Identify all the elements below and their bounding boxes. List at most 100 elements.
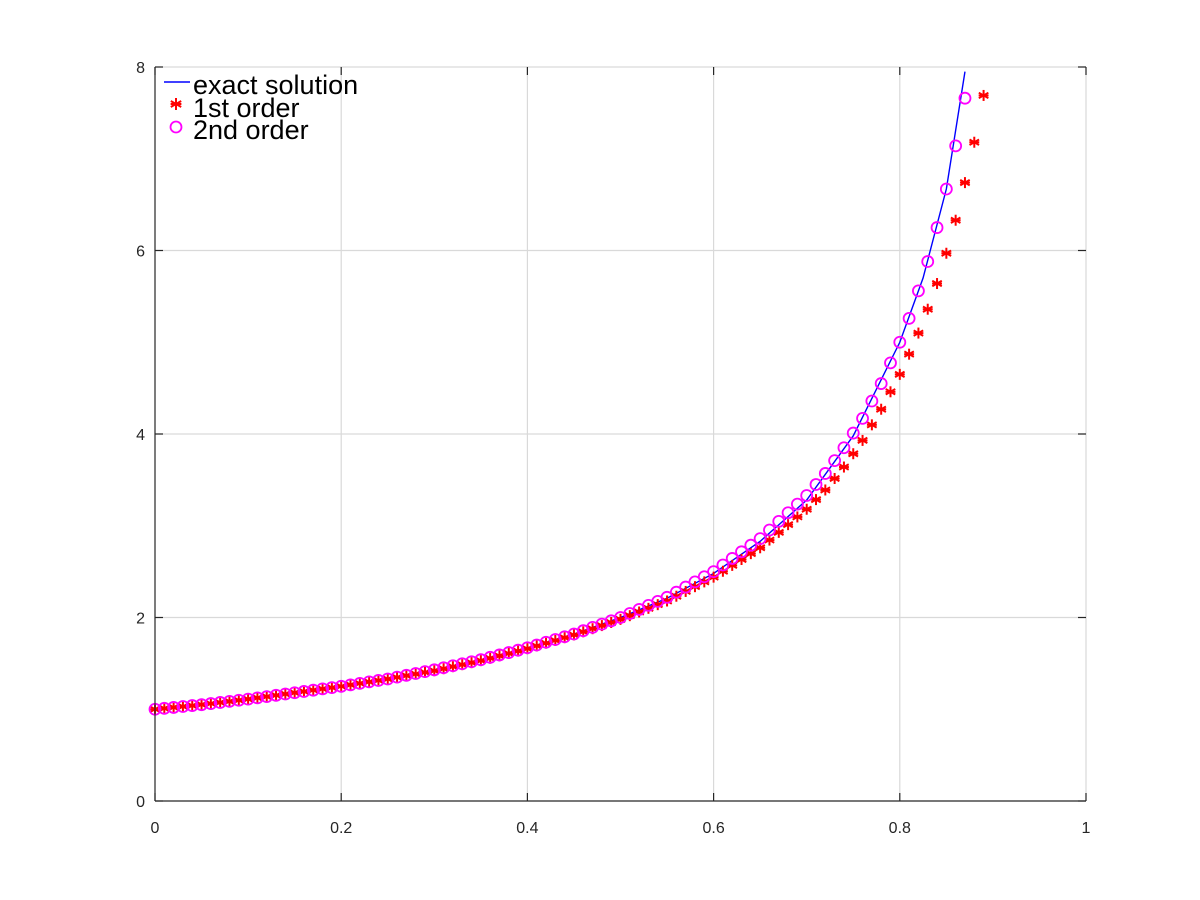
data-point-second-order [800,489,814,502]
data-point-second-order [167,701,181,714]
data-point-second-order [278,687,292,701]
data-point-second-order [455,657,469,671]
data-point-second-order [232,693,246,707]
data-point-second-order [176,700,190,713]
data-point-first-order [941,247,952,259]
data-point-first-order [903,348,915,360]
data-point-second-order [185,699,199,712]
data-point-second-order [446,659,460,673]
legend-label-exact: exact solution [193,70,358,100]
data-point-second-order [502,646,516,659]
data-point-second-order [707,565,720,579]
data-point-second-order [493,648,506,662]
data-point-second-order [306,683,320,697]
data-point-second-order [958,91,972,105]
data-point-second-order [353,676,367,690]
tick-labels: 0 0.2 0.4 0.6 0.8 1 0 2 4 6 8 [136,60,1090,837]
data-point-second-order [241,692,255,706]
data-point-second-order [409,667,423,680]
data-point-second-order [856,412,869,425]
data-point-second-order [763,523,776,537]
data-point-first-order [792,511,803,523]
data-point-first-order [875,403,887,415]
data-point-second-order [790,497,804,511]
data-point-second-order [949,139,963,153]
data-point-second-order [390,670,404,684]
data-point-second-order [195,698,208,712]
data-point-second-order [818,467,832,480]
data-point-second-order [716,558,730,572]
axes [154,66,1087,802]
data-point-first-order [959,177,971,189]
data-point-first-order [847,448,859,460]
data-point-second-order [483,650,497,664]
data-point-second-order [334,679,348,693]
data-point-first-order [829,472,840,484]
series-layer [148,71,989,716]
data-point-first-order [894,368,906,380]
data-point-second-order [297,685,311,698]
legend-marker-first-order [170,98,182,110]
data-point-second-order [437,661,451,675]
data-point-second-order [344,678,357,692]
data-point-second-order [828,454,842,468]
data-point-second-order [735,545,748,559]
x-tick-label: 0.6 [702,820,724,837]
data-point-second-order [865,394,879,408]
data-point-second-order [251,691,264,705]
data-point-second-order [781,506,795,520]
legend-label-first-order: 1st order [193,93,300,123]
data-point-second-order [744,538,758,552]
data-point-first-order [913,327,924,339]
y-tick-label: 4 [136,427,145,444]
data-point-second-order [939,182,953,196]
data-point-second-order [204,697,218,710]
data-point-second-order [902,311,916,325]
x-tick-label: 0 [151,820,160,837]
data-point-second-order [465,655,478,669]
data-point-second-order [223,694,236,708]
data-point-second-order [316,682,329,696]
data-point-first-order [885,386,896,398]
data-point-second-order [772,514,786,528]
data-point-second-order [157,701,171,715]
data-point-second-order [269,688,283,702]
series-2nd-order [148,91,972,716]
legend-marker-second-order [169,120,183,134]
data-point-second-order [288,686,302,700]
data-point-second-order [372,674,385,687]
y-tick-label: 8 [136,60,145,77]
data-point-first-order [931,278,943,290]
data-point-first-order [857,434,868,446]
data-point-first-order [838,461,850,473]
plot-area: 0 0.2 0.4 0.6 0.8 1 0 2 4 6 8 exact solution 1st o… [136,60,1090,837]
data-point-first-order [810,494,822,506]
data-point-second-order [874,377,888,390]
data-point-first-order [820,484,831,496]
y-tick-label: 2 [136,611,145,628]
data-point-first-order [950,214,961,226]
data-point-second-order [474,653,488,667]
data-point-second-order [325,681,339,694]
data-point-second-order [381,672,395,686]
data-point-second-order [725,552,739,565]
data-point-first-order [978,89,989,101]
data-point-second-order [912,284,925,298]
data-point-first-order [969,136,980,148]
data-point-second-order [893,335,907,349]
data-point-second-order [837,441,851,455]
y-tick-label: 6 [136,244,145,261]
legend-asterisk [170,98,182,110]
x-tick-label: 1 [1082,820,1091,837]
legend: exact solution 1st order 2nd order [164,70,358,145]
data-point-second-order [846,426,860,440]
data-point-second-order [930,221,944,234]
data-point-second-order [921,255,935,268]
y-tick-label: 0 [136,794,145,811]
data-point-second-order [511,643,525,657]
data-point-second-order [418,665,432,679]
data-point-second-order [884,356,897,370]
data-point-second-order [260,690,274,703]
